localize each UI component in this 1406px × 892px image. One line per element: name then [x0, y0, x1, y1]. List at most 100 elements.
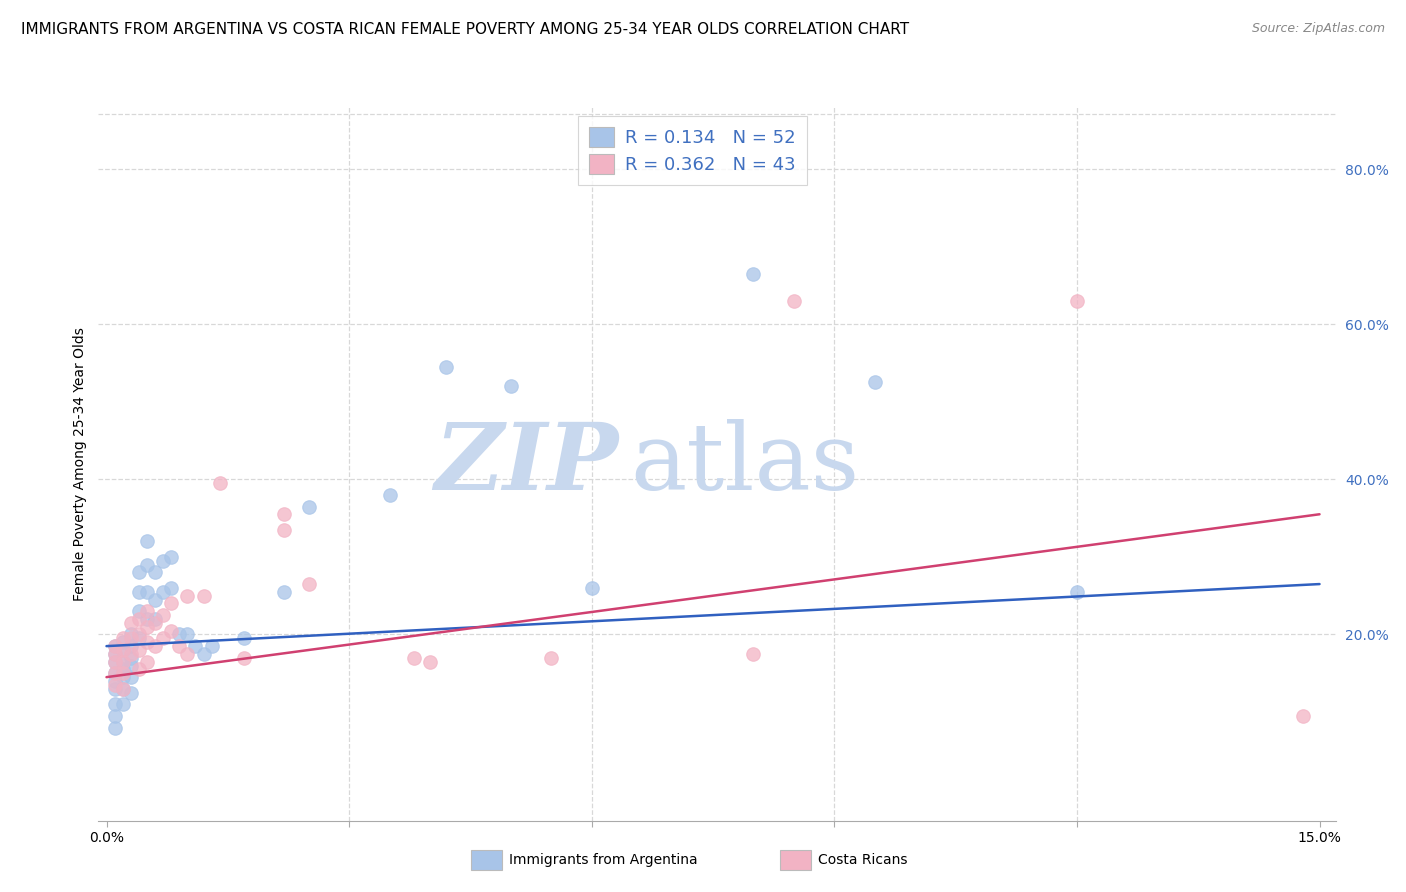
Point	[152, 632, 174, 646]
Point	[120, 639, 142, 653]
Point	[160, 597, 183, 611]
Point	[1292, 709, 1315, 723]
Point	[169, 639, 191, 653]
Point	[143, 639, 166, 653]
Point	[499, 379, 522, 393]
Point	[1066, 584, 1088, 599]
Text: Costa Ricans: Costa Ricans	[818, 853, 908, 867]
Point	[128, 612, 150, 626]
Point	[742, 267, 765, 281]
Point	[160, 581, 183, 595]
Point	[434, 359, 457, 374]
Point	[120, 627, 142, 641]
Point	[111, 681, 134, 696]
Point	[104, 678, 127, 692]
Point	[128, 566, 150, 580]
Point	[128, 643, 150, 657]
Text: Source: ZipAtlas.com: Source: ZipAtlas.com	[1251, 22, 1385, 36]
Point	[1066, 293, 1088, 308]
Text: atlas: atlas	[630, 419, 859, 508]
Point	[193, 647, 215, 661]
Point	[152, 554, 174, 568]
Y-axis label: Female Poverty Among 25-34 Year Olds: Female Poverty Among 25-34 Year Olds	[73, 326, 87, 601]
Point	[136, 655, 159, 669]
Point	[104, 655, 127, 669]
Point	[136, 635, 159, 649]
Point	[111, 698, 134, 712]
Point	[111, 643, 134, 657]
Point	[378, 488, 401, 502]
Point	[104, 709, 127, 723]
Point	[111, 681, 134, 696]
Point	[176, 627, 198, 641]
Point	[120, 647, 142, 661]
Point	[111, 666, 134, 681]
Text: IMMIGRANTS FROM ARGENTINA VS COSTA RICAN FEMALE POVERTY AMONG 25-34 YEAR OLDS CO: IMMIGRANTS FROM ARGENTINA VS COSTA RICAN…	[21, 22, 910, 37]
Point	[136, 534, 159, 549]
Point	[120, 670, 142, 684]
Point	[136, 620, 159, 634]
Point	[143, 615, 166, 630]
Point	[128, 604, 150, 618]
Point	[104, 673, 127, 688]
Point	[176, 589, 198, 603]
Point	[581, 581, 603, 595]
Point	[160, 624, 183, 638]
Point	[143, 566, 166, 580]
Point	[111, 643, 134, 657]
Point	[104, 639, 127, 653]
Point	[143, 592, 166, 607]
Point	[111, 655, 134, 669]
Point	[233, 632, 256, 646]
Point	[540, 650, 562, 665]
Point	[201, 639, 224, 653]
Legend: R = 0.134   N = 52, R = 0.362   N = 43: R = 0.134 N = 52, R = 0.362 N = 43	[578, 116, 807, 185]
Point	[233, 650, 256, 665]
Point	[152, 608, 174, 623]
Point	[273, 508, 295, 522]
Point	[136, 604, 159, 618]
Point	[128, 627, 150, 641]
Point	[104, 647, 127, 661]
Point	[273, 523, 295, 537]
Point	[128, 662, 150, 676]
Point	[136, 558, 159, 572]
Point	[120, 632, 142, 646]
Point	[120, 615, 142, 630]
Point	[863, 376, 886, 390]
Point	[111, 662, 134, 676]
Point	[176, 647, 198, 661]
Point	[104, 721, 127, 735]
Point	[104, 647, 127, 661]
Point	[419, 655, 441, 669]
Point	[184, 639, 207, 653]
Point	[298, 500, 321, 514]
Point	[120, 650, 142, 665]
Point	[143, 612, 166, 626]
Point	[120, 658, 142, 673]
Point	[104, 698, 127, 712]
Point	[111, 632, 134, 646]
Point	[104, 681, 127, 696]
Point	[273, 584, 295, 599]
Point	[208, 476, 231, 491]
Point	[128, 584, 150, 599]
Point	[783, 293, 806, 308]
Point	[111, 670, 134, 684]
Point	[104, 639, 127, 653]
Point	[120, 686, 142, 700]
Point	[298, 577, 321, 591]
Text: Immigrants from Argentina: Immigrants from Argentina	[509, 853, 697, 867]
Point	[136, 612, 159, 626]
Point	[169, 627, 191, 641]
Text: ZIP: ZIP	[434, 419, 619, 508]
Point	[111, 635, 134, 649]
Point	[104, 666, 127, 681]
Point	[104, 666, 127, 681]
Point	[136, 584, 159, 599]
Point	[111, 655, 134, 669]
Point	[104, 655, 127, 669]
Point	[193, 589, 215, 603]
Point	[742, 647, 765, 661]
Point	[152, 584, 174, 599]
